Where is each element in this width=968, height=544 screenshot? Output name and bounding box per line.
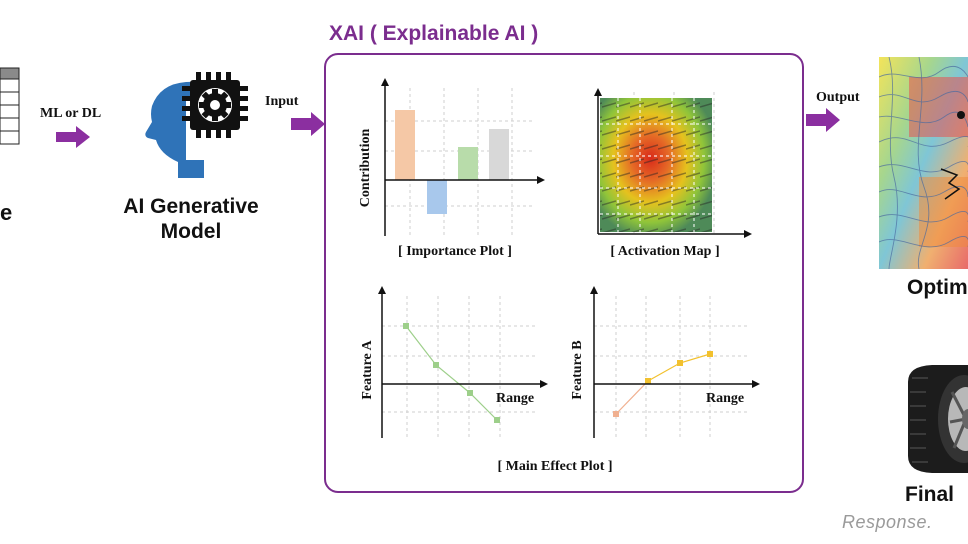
watermark: Response. (842, 512, 933, 532)
data-table-icon (0, 67, 20, 145)
importance-ylabel: Contribution (358, 128, 373, 208)
output-arrow-icon (806, 108, 840, 132)
feature-b-point-2 (645, 378, 651, 384)
data-label-partial: e (0, 200, 13, 225)
feature-b-point-4 (707, 351, 713, 357)
main-effect-plot-b (590, 286, 760, 438)
xai-panel (324, 53, 804, 493)
activation-caption: [ Activation Map ] (610, 244, 720, 259)
main-effect-caption: [ Main Effect Plot ] (497, 459, 613, 474)
head-chip-icon (145, 72, 248, 178)
final-label-partial: Final (905, 483, 955, 506)
xai-title: XAI ( Explainable AI ) (329, 22, 539, 45)
importance-bar-3 (458, 147, 478, 180)
model-title-line1: AI Generative (123, 195, 259, 218)
feature-a-point-1 (403, 323, 409, 329)
optimal-label-partial: Optim (907, 276, 968, 299)
feature-a-ylabel: Feature A (360, 340, 375, 400)
feature-a-point-4 (494, 417, 500, 423)
feature-a-point-2 (433, 362, 439, 368)
importance-bar-2 (427, 180, 447, 214)
feature-b-xlabel: Range (706, 391, 745, 406)
importance-caption: [ Importance Plot ] (398, 244, 512, 259)
feature-b-point-1 (613, 411, 619, 417)
importance-bar-4 (489, 129, 509, 180)
main-effect-plot-a (378, 286, 548, 438)
input-label: Input (265, 94, 299, 109)
importance-plot (381, 78, 545, 236)
feature-b-ylabel: Feature B (570, 340, 585, 400)
optimal-contour-map (879, 57, 968, 269)
output-label: Output (816, 90, 860, 105)
input-arrow-icon (291, 112, 325, 136)
feature-b-point-3 (677, 360, 683, 366)
ml-dl-arrow-icon (56, 126, 90, 148)
ml-dl-label: ML or DL (40, 106, 102, 121)
importance-bar-1 (395, 110, 415, 180)
model-title-line2: Model (160, 220, 222, 243)
feature-a-xlabel: Range (496, 391, 535, 406)
feature-a-point-3 (467, 390, 473, 396)
model-title: AI Generative Model (96, 194, 286, 244)
final-tire-icon (908, 365, 968, 473)
activation-map (594, 88, 752, 238)
